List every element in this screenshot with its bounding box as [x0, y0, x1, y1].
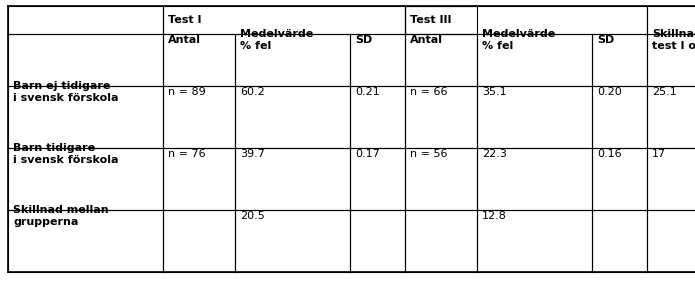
Text: Medelvärde
% fel: Medelvärde % fel: [240, 29, 313, 51]
Text: 0.20: 0.20: [597, 87, 622, 97]
Text: 0.21: 0.21: [355, 87, 379, 97]
Text: 0.16: 0.16: [597, 149, 621, 159]
Text: Antal: Antal: [410, 35, 443, 45]
Text: SD: SD: [597, 35, 614, 45]
Text: 25.1: 25.1: [652, 87, 677, 97]
Text: 0.17: 0.17: [355, 149, 379, 159]
Text: SD: SD: [355, 35, 373, 45]
Text: n = 66: n = 66: [410, 87, 448, 97]
Text: Medelvärde
% fel: Medelvärde % fel: [482, 29, 555, 51]
Text: 60.2: 60.2: [240, 87, 265, 97]
Text: Barn tidigare
i svensk förskola: Barn tidigare i svensk förskola: [13, 143, 119, 165]
Text: Antal: Antal: [168, 35, 201, 45]
Text: 22.3: 22.3: [482, 149, 507, 159]
Text: 39.7: 39.7: [240, 149, 265, 159]
Text: Test III: Test III: [410, 15, 452, 25]
Text: 12.8: 12.8: [482, 211, 507, 221]
Text: 35.1: 35.1: [482, 87, 507, 97]
Text: n = 56: n = 56: [410, 149, 448, 159]
Text: n = 89: n = 89: [168, 87, 206, 97]
Text: 20.5: 20.5: [240, 211, 265, 221]
Text: Skillnad mellan
grupperna: Skillnad mellan grupperna: [13, 205, 108, 227]
Text: n = 76: n = 76: [168, 149, 206, 159]
Text: 17: 17: [652, 149, 666, 159]
Text: Skillnad
test I o II i %: Skillnad test I o II i %: [652, 29, 695, 51]
Text: Barn ej tidigare
i svensk förskola: Barn ej tidigare i svensk förskola: [13, 81, 119, 103]
Text: Test I: Test I: [168, 15, 202, 25]
